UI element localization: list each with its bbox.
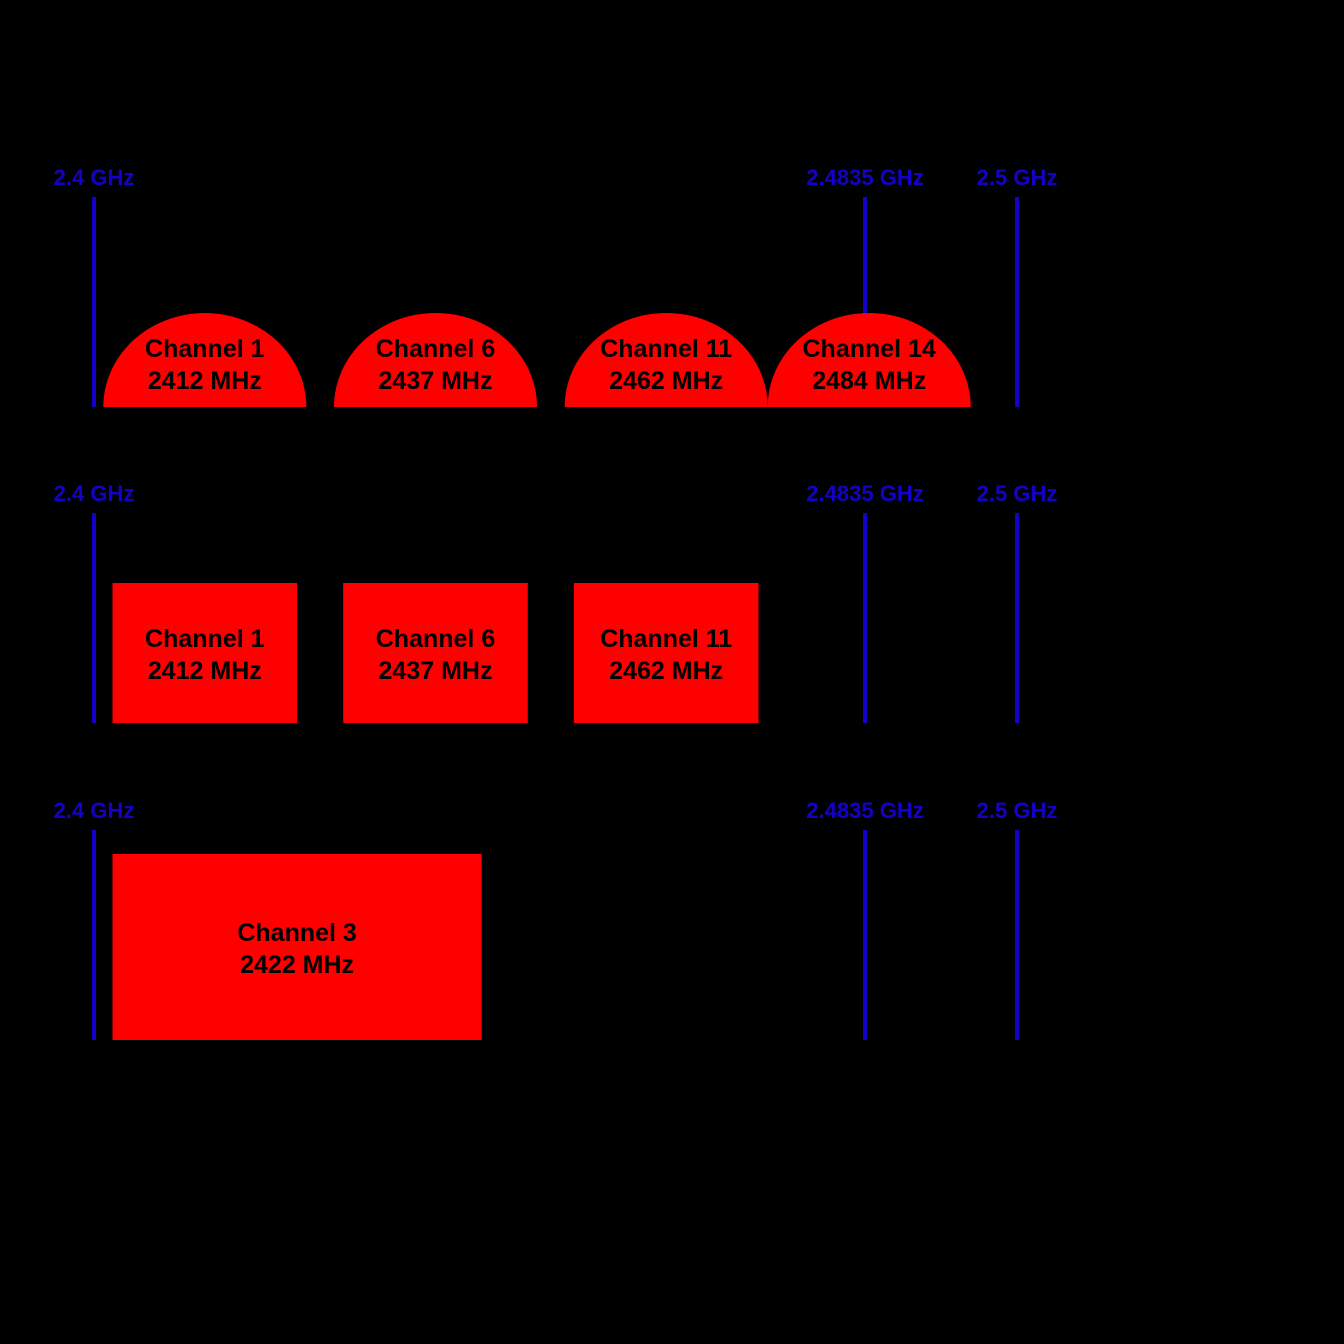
freq-marker: 2.5 GHz bbox=[977, 481, 1058, 723]
channel-freq: 2412 MHz bbox=[148, 657, 262, 685]
channel-name: Channel 3 bbox=[237, 919, 356, 947]
freq-label: 2.5 GHz bbox=[977, 165, 1058, 190]
freq-label: 2.4835 GHz bbox=[806, 481, 923, 506]
freq-marker: 2.5 GHz bbox=[977, 798, 1058, 1040]
channel-shape bbox=[574, 583, 759, 723]
channel-shape bbox=[113, 583, 298, 723]
channel-freq: 2484 MHz bbox=[812, 367, 926, 395]
channel: Channel 1 2412 MHz bbox=[113, 583, 298, 723]
freq-label: 2.4835 GHz bbox=[806, 165, 923, 190]
channel-freq: 2462 MHz bbox=[609, 657, 723, 685]
channel-name: Channel 1 bbox=[145, 625, 265, 653]
channel-shape bbox=[113, 854, 482, 1040]
channel-freq: 2412 MHz bbox=[148, 367, 262, 395]
channel: Channel 11 2462 MHz bbox=[574, 583, 759, 723]
channel-freq: 2437 MHz bbox=[379, 367, 493, 395]
channel: Channel 6 2437 MHz bbox=[343, 583, 528, 723]
channel-name: Channel 1 bbox=[145, 335, 265, 363]
channel-name: Channel 6 bbox=[376, 625, 495, 653]
channel-name: Channel 14 bbox=[803, 335, 936, 363]
freq-label: 2.5 GHz bbox=[977, 798, 1058, 823]
row-wide: 2.4 GHz 2.4835 GHz 2.5 GHz Channel 3 2422 MH… bbox=[54, 798, 1058, 1040]
channel-freq: 2437 MHz bbox=[379, 657, 493, 685]
freq-marker: 2.4835 GHz bbox=[806, 481, 923, 723]
freq-label: 2.4 GHz bbox=[54, 798, 135, 823]
channel: Channel 11 2462 MHz bbox=[565, 313, 768, 407]
channel-name: Channel 11 bbox=[600, 625, 732, 653]
row-dsss: 2.4 GHz 2.4835 GHz 2.5 GHz Channel 1 2412 MH… bbox=[54, 165, 1058, 407]
channel-freq: 2422 MHz bbox=[240, 951, 354, 979]
freq-label: 2.4 GHz bbox=[54, 165, 135, 190]
channel: Channel 3 2422 MHz bbox=[113, 854, 482, 1040]
freq-label: 2.5 GHz bbox=[977, 481, 1058, 506]
channel: Channel 6 2437 MHz bbox=[334, 313, 537, 407]
channel-freq: 2462 MHz bbox=[609, 367, 723, 395]
freq-label: 2.4835 GHz bbox=[806, 798, 923, 823]
freq-marker: 2.4835 GHz bbox=[806, 798, 923, 1040]
row-ofdm: 2.4 GHz 2.4835 GHz 2.5 GHz Channel 1 2412 MH… bbox=[54, 481, 1058, 723]
channel: Channel 14 2484 MHz bbox=[768, 313, 971, 407]
channel-shape bbox=[343, 583, 528, 723]
channel: Channel 1 2412 MHz bbox=[103, 313, 306, 407]
freq-marker: 2.5 GHz bbox=[977, 165, 1058, 407]
channel-name: Channel 6 bbox=[376, 335, 495, 363]
channel-name: Channel 11 bbox=[600, 335, 732, 363]
freq-label: 2.4 GHz bbox=[54, 481, 135, 506]
